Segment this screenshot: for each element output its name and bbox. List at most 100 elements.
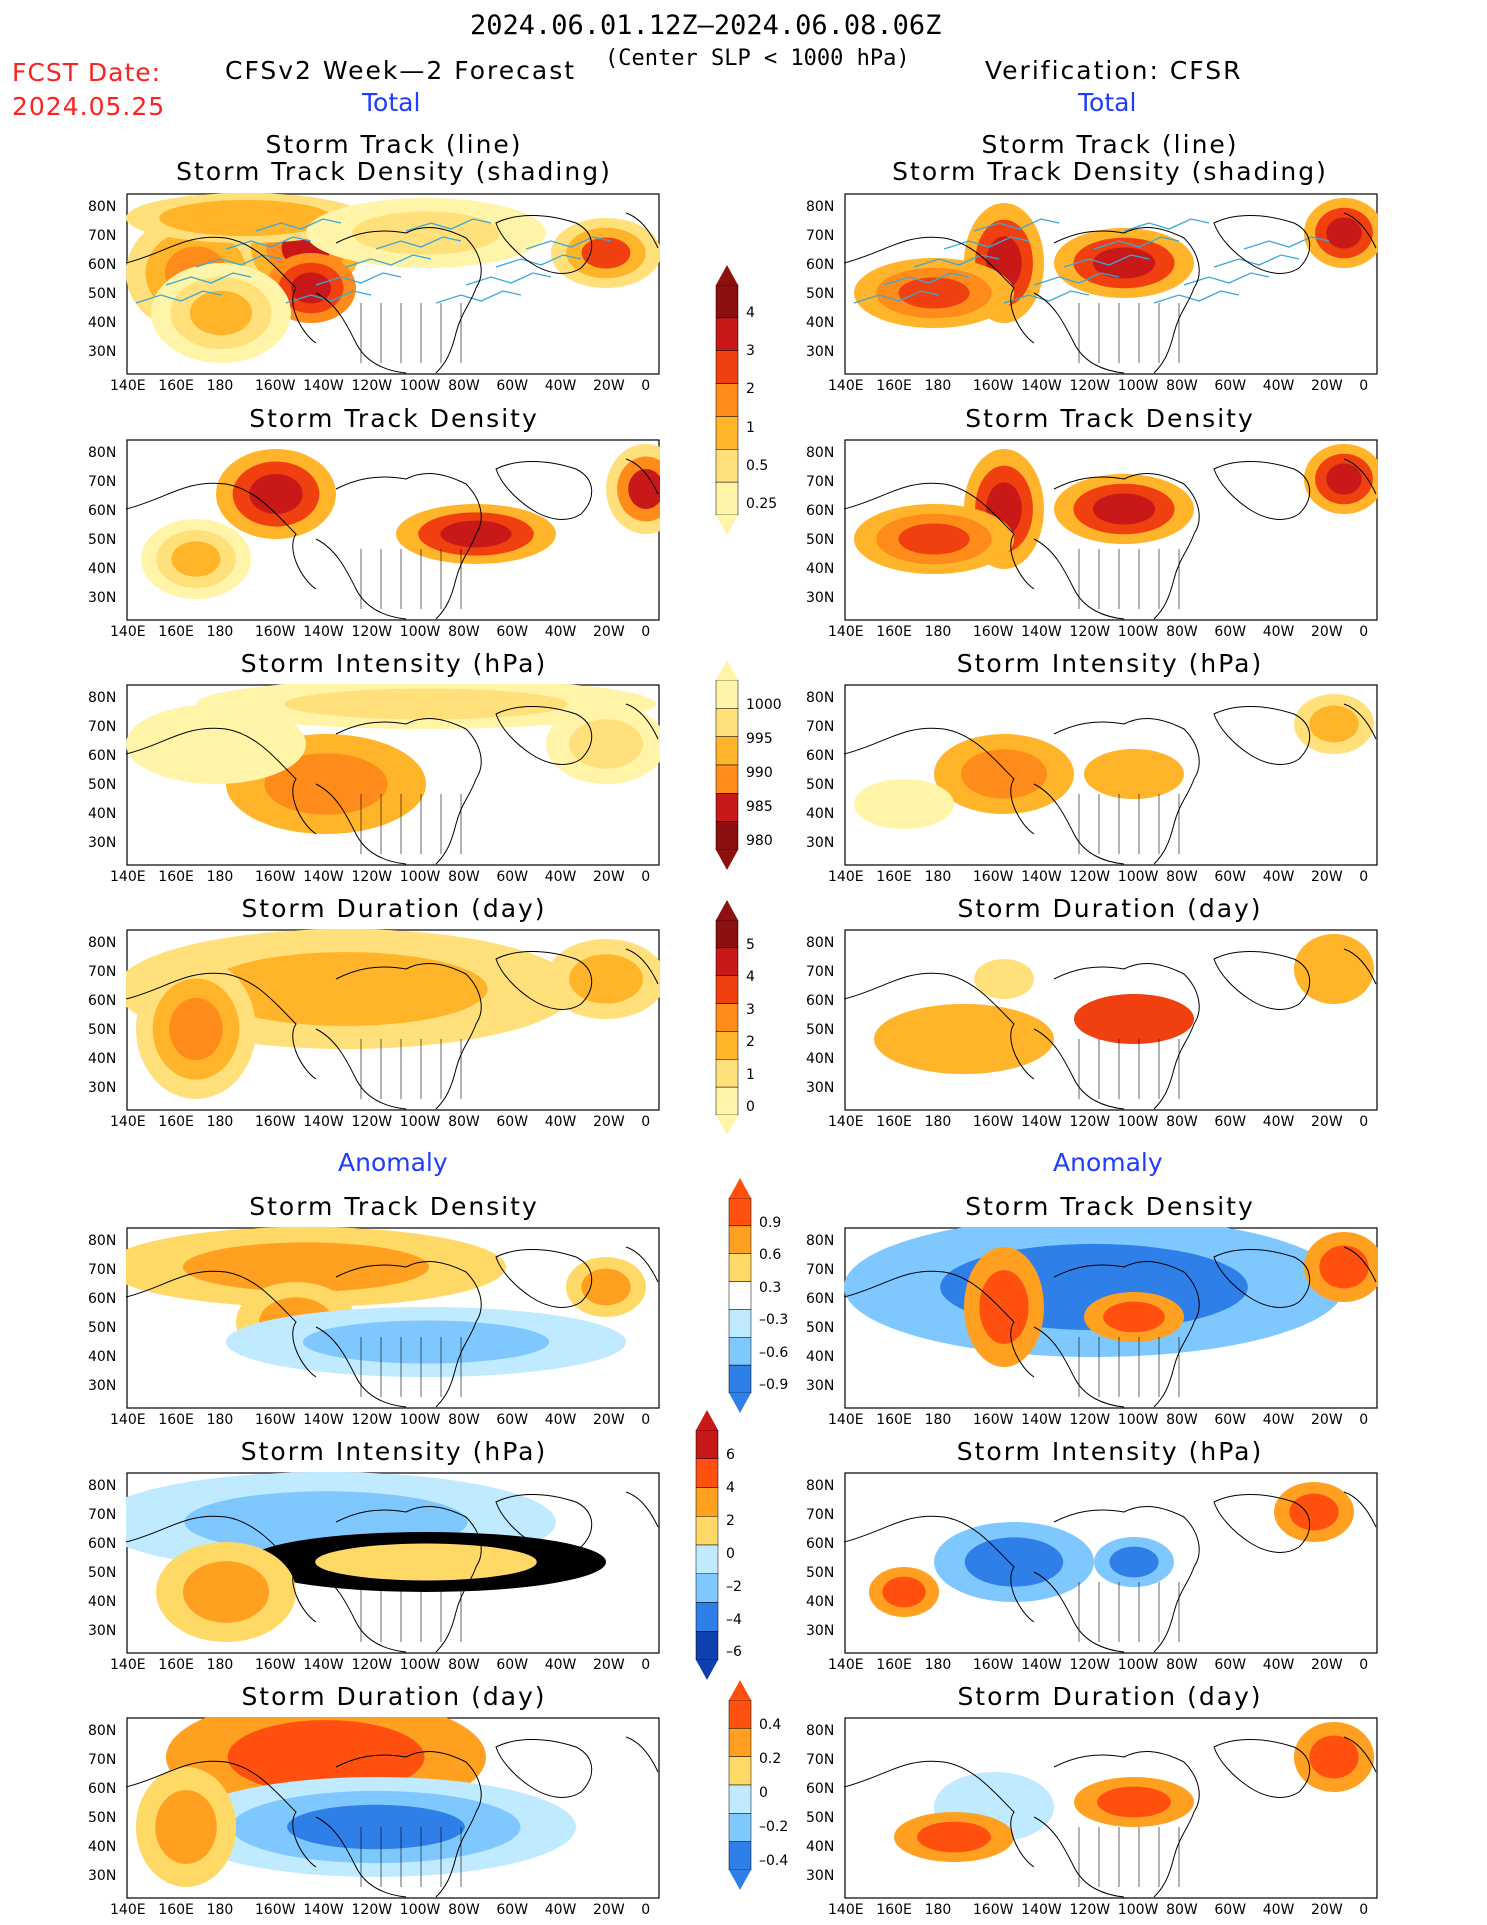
lon-tick-label: 180 [924, 1114, 952, 1130]
forecast-map-panel [126, 929, 660, 1111]
lat-tick-label: 70N [88, 964, 117, 980]
lon-tick-label: 20W [593, 1114, 625, 1130]
lat-tick-label: 80N [88, 690, 117, 706]
lon-tick-label: 160W [972, 1657, 1014, 1673]
lon-tick-label: 40W [544, 1412, 577, 1428]
lon-tick-label: 160W [254, 1412, 296, 1428]
lon-tick-label: 80W [1166, 1114, 1198, 1130]
colorbar-label: 4 [726, 1480, 735, 1497]
lon-tick-label: 160W [972, 869, 1014, 885]
colorbar-arrow [729, 1870, 751, 1890]
colorbar-segment [715, 736, 739, 766]
shaded-region [1319, 1245, 1369, 1289]
lon-tick-label: 60W [1214, 1412, 1247, 1428]
colorbar-label: –0.6 [759, 1344, 789, 1361]
lat-tick-label: 70N [88, 719, 117, 735]
left-intensity-title: Storm Intensity (hPa) [240, 649, 548, 678]
shaded-region [1103, 1301, 1165, 1333]
colorbar-segment [728, 1756, 752, 1786]
lat-tick-label: 60N [88, 993, 117, 1009]
colorbar-segment [715, 416, 739, 450]
colorbar-segment [715, 947, 739, 976]
lon-tick-label: 40W [1262, 1657, 1295, 1673]
lat-tick-label: 70N [88, 228, 117, 244]
lat-tick-label: 60N [88, 1781, 117, 1797]
colorbar-arrow [729, 1178, 751, 1198]
shaded-region [227, 1720, 425, 1794]
coastline [126, 212, 659, 374]
coastline [844, 1491, 1377, 1653]
lon-tick-label: 160W [972, 1412, 1014, 1428]
storm-track-line [1093, 236, 1180, 250]
right-total-label: Total [1078, 88, 1137, 117]
lon-tick-label: 120W [351, 1657, 393, 1673]
lat-tick-label: 50N [806, 1320, 835, 1336]
forecast-map-panel [126, 193, 660, 375]
storm-track-line [435, 290, 522, 304]
lon-tick-label: 140E [828, 1657, 864, 1673]
shaded-region [189, 290, 253, 336]
storm-track-line [913, 254, 1000, 268]
right-track-shading-title: Storm Track Density (shading) [892, 157, 1328, 186]
lon-tick-label: 140E [110, 869, 146, 885]
lon-tick-label: 40W [1262, 1902, 1295, 1918]
shaded-region [1309, 705, 1359, 743]
coastline [844, 1736, 1377, 1898]
lon-tick-label: 0 [1359, 1657, 1369, 1673]
lon-tick-label: 120W [351, 1412, 393, 1428]
storm-track-line [973, 218, 1060, 232]
density-colorbar [715, 265, 739, 535]
colorbar-label: 0.9 [759, 1214, 782, 1231]
lon-tick-label: 160E [158, 1657, 194, 1673]
lat-tick-label: 40N [806, 1594, 835, 1610]
right-duration-title: Storm Duration (day) [957, 894, 1263, 923]
lon-tick-label: 60W [1214, 869, 1247, 885]
coastline [126, 948, 659, 1110]
colorbar-label: –0.2 [759, 1819, 789, 1835]
left-track-shading-title: Storm Track Density (shading) [176, 157, 612, 186]
left-density-title: Storm Track Density [249, 404, 539, 433]
colorbar-label: 6 [726, 1447, 735, 1464]
colorbar-label: 980 [746, 833, 773, 849]
lat-tick-label: 70N [806, 719, 835, 735]
shaded-region [882, 1576, 926, 1608]
verification-map-panel [844, 193, 1378, 375]
shaded-region [264, 753, 388, 815]
storm-track-line [1033, 272, 1120, 286]
lon-tick-label: 120W [1069, 1657, 1111, 1673]
lat-tick-label: 50N [88, 1022, 117, 1038]
colorbar-label: –0.9 [759, 1377, 789, 1394]
lat-tick-label: 80N [88, 935, 117, 951]
lon-tick-label: 140W [1021, 1902, 1062, 1918]
lon-tick-label: 40W [1262, 1412, 1295, 1428]
lon-tick-label: 80W [448, 1657, 480, 1673]
lon-tick-label: 100W [399, 1412, 441, 1428]
colorbar-label: 0.4 [759, 1717, 782, 1733]
shaded-region [315, 1543, 537, 1581]
lon-tick-label: 120W [1069, 1114, 1111, 1130]
shaded-region [898, 277, 970, 309]
lon-tick-label: 0 [641, 378, 651, 394]
colorbar-label: 0 [759, 1785, 768, 1801]
lon-tick-label: 80W [448, 1412, 480, 1428]
right-anomaly-label: Anomaly [1053, 1148, 1163, 1177]
lon-tick-label: 0 [641, 869, 651, 885]
lon-tick-label: 100W [399, 1902, 441, 1918]
lon-tick-label: 160E [876, 1902, 912, 1918]
storm-track-line [525, 236, 612, 250]
lat-tick-label: 40N [88, 1051, 117, 1067]
colorbar-arrow [716, 900, 738, 920]
lon-tick-label: 140W [303, 1902, 344, 1918]
lon-tick-label: 40W [1262, 378, 1295, 394]
lon-tick-label: 160E [158, 869, 194, 885]
lon-tick-label: 140E [110, 1902, 146, 1918]
lon-tick-label: 0 [1359, 378, 1369, 394]
lon-tick-label: 160E [876, 1114, 912, 1130]
left-duration-title: Storm Duration (day) [241, 894, 547, 923]
lon-tick-label: 160E [876, 869, 912, 885]
shaded-region [169, 997, 223, 1061]
lon-tick-label: 140W [303, 1114, 344, 1130]
lon-tick-label: 120W [1069, 1902, 1111, 1918]
colorbar-segment [728, 1309, 752, 1338]
colorbar-label: 990 [746, 765, 773, 781]
